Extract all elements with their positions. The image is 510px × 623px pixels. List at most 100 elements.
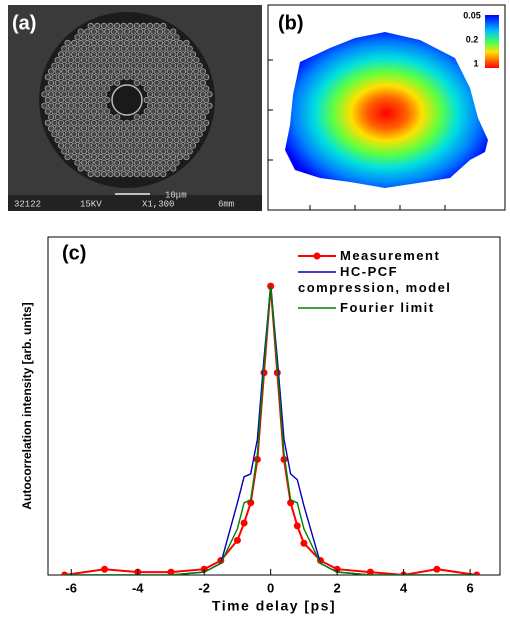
cladding-hole [140, 125, 147, 132]
cladding-hole [176, 51, 183, 58]
cladding-hole [176, 96, 183, 104]
cladding-hole [163, 165, 170, 172]
cladding-hole [199, 79, 206, 87]
cladding-hole [51, 62, 58, 69]
cladding-hole [107, 159, 114, 166]
cladding-hole [147, 125, 154, 132]
cladding-hole [61, 91, 68, 98]
cladding-hole [186, 68, 193, 75]
cladding-hole [71, 119, 78, 126]
cladding-hole [160, 34, 167, 41]
cladding-hole [127, 136, 134, 143]
cladding-hole [176, 85, 183, 92]
cladding-hole [160, 56, 167, 64]
cladding-hole [147, 68, 154, 75]
cladding-hole [47, 114, 55, 121]
cladding-hole [150, 96, 157, 104]
cladding-hole [117, 131, 124, 138]
cladding-hole [196, 96, 203, 104]
cladding-hole [176, 153, 183, 161]
data-point [293, 522, 301, 530]
sem-caption: X1,300 [142, 199, 174, 209]
cladding-hole [160, 91, 167, 98]
cladding-hole [170, 131, 177, 138]
cladding-hole [160, 171, 167, 178]
cladding-hole [137, 165, 144, 172]
cladding-hole [74, 56, 81, 64]
cladding-hole [97, 51, 104, 58]
cladding-hole [74, 45, 81, 52]
colorbar [485, 15, 499, 68]
cladding-hole [57, 62, 65, 69]
cladding-hole [147, 171, 154, 178]
cladding-hole [173, 68, 180, 75]
cladding-hole [156, 39, 164, 47]
legend-marker [313, 252, 321, 260]
cladding-hole [166, 56, 173, 64]
cladding-hole [110, 165, 117, 172]
cladding-hole [143, 165, 150, 172]
cladding-hole [51, 96, 58, 104]
cladding-hole [104, 119, 111, 126]
cladding-hole [90, 153, 98, 161]
cladding-hole [57, 51, 65, 58]
x-tick-label: -6 [65, 580, 77, 595]
cladding-hole [87, 91, 94, 98]
cladding-hole [94, 45, 101, 52]
cladding-hole [163, 131, 170, 138]
cladding-hole [193, 91, 200, 98]
cladding-hole [199, 102, 206, 109]
cladding-hole [97, 131, 104, 138]
cladding-hole [133, 56, 140, 64]
cladding-hole [54, 91, 61, 98]
cladding-hole [130, 142, 137, 149]
cladding-hole [170, 74, 177, 81]
cladding-hole [123, 142, 131, 149]
beam-profile [285, 32, 488, 188]
cladding-hole [77, 62, 84, 69]
cladding-hole [196, 62, 203, 69]
cladding-hole [94, 34, 101, 41]
cladding-hole [94, 22, 101, 29]
cladding-hole [206, 102, 213, 109]
cladding-hole [163, 142, 170, 149]
cladding-hole [97, 165, 104, 172]
cladding-hole [140, 22, 147, 29]
cladding-hole [140, 34, 147, 41]
cladding-hole [133, 148, 140, 155]
cladding-hole [176, 108, 183, 115]
cladding-hole [107, 34, 114, 41]
cladding-hole [160, 148, 167, 155]
cladding-hole [77, 153, 84, 161]
cladding-hole [71, 131, 78, 138]
cladding-hole [120, 148, 127, 155]
legend-entry: Measurement [340, 248, 439, 263]
cladding-hole [100, 45, 108, 52]
cladding-hole [127, 148, 134, 155]
cladding-hole [54, 56, 61, 64]
cladding-hole [147, 148, 154, 155]
cladding-hole [104, 142, 111, 149]
cladding-hole [143, 96, 150, 104]
cladding-hole [110, 131, 117, 138]
cladding-hole [107, 148, 114, 155]
cladding-hole [77, 119, 84, 126]
cladding-hole [114, 148, 121, 155]
cladding-hole [84, 131, 91, 138]
cladding-hole [123, 165, 131, 172]
cladding-hole [61, 114, 68, 121]
cladding-hole [186, 114, 193, 121]
cladding-hole [120, 68, 127, 75]
cladding-hole [127, 34, 134, 41]
cladding-hole [104, 153, 111, 161]
cladding-hole [196, 119, 203, 126]
colorbar-label: 0.2 [466, 34, 479, 44]
cladding-hole [100, 114, 108, 121]
cladding-hole [67, 136, 75, 143]
x-axis-label: Time delay [ps] [212, 598, 336, 614]
cladding-hole [147, 45, 154, 52]
cladding-hole [189, 108, 197, 115]
cladding-hole [84, 28, 91, 35]
cladding-hole [107, 56, 114, 64]
cladding-hole [120, 34, 127, 41]
